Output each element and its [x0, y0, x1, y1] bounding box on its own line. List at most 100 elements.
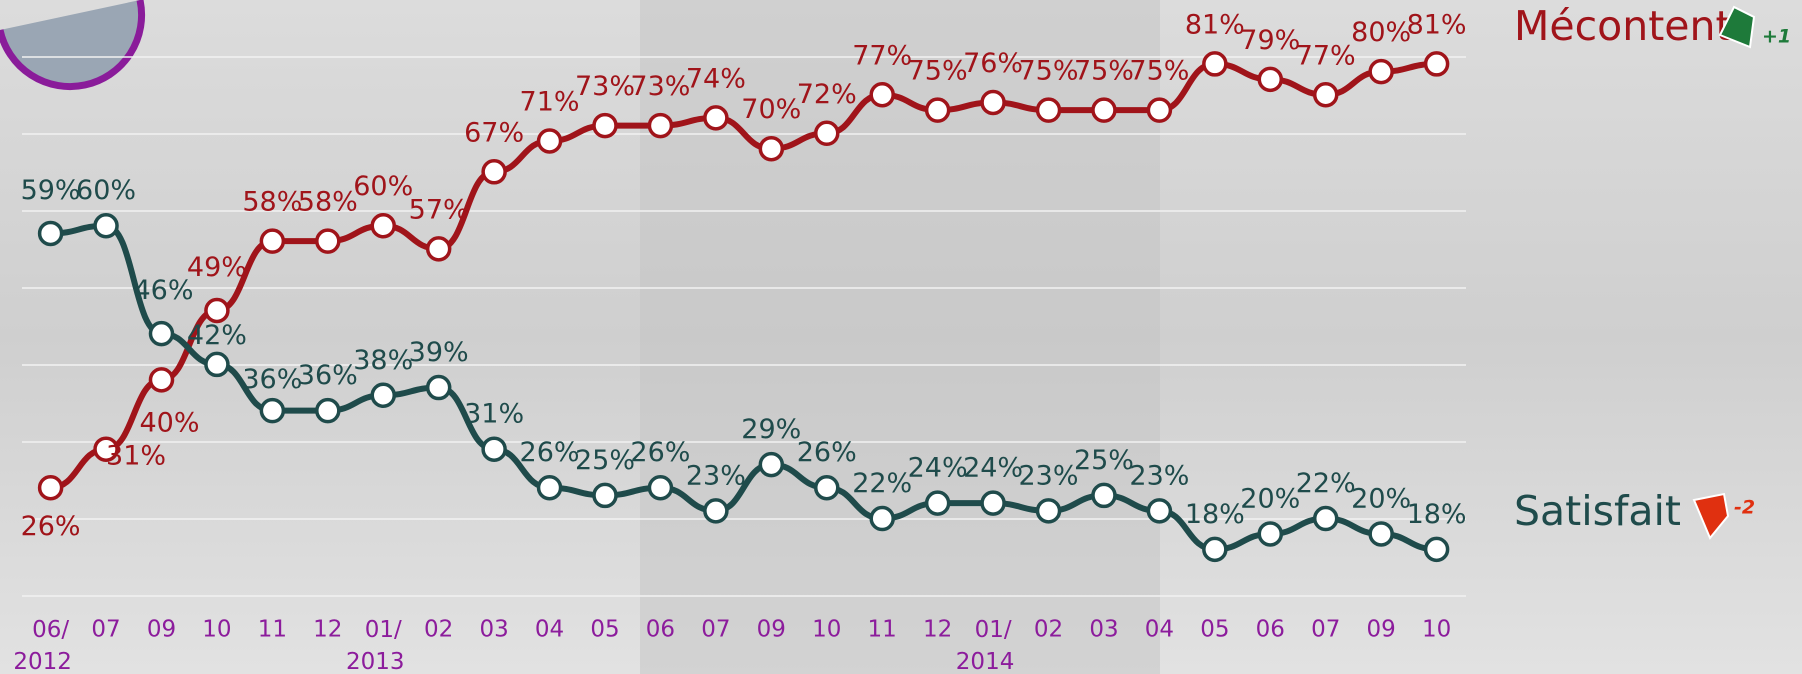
value-label: 36%: [242, 364, 302, 395]
value-label: 42%: [187, 320, 247, 351]
value-label: 24%: [963, 453, 1023, 484]
x-tick-label: 11: [258, 617, 287, 643]
value-label: 25%: [575, 445, 635, 476]
value-label: 72%: [797, 79, 857, 110]
value-label: 81%: [1407, 9, 1467, 40]
x-tick-label: 11: [868, 617, 897, 643]
point: [871, 84, 893, 106]
value-label: 36%: [298, 360, 358, 391]
x-tick-label: 09: [147, 617, 176, 643]
point: [649, 477, 671, 499]
point: [816, 477, 838, 499]
point: [483, 161, 505, 183]
value-label: 77%: [1296, 40, 1356, 71]
x-tick-label: 12: [313, 617, 342, 643]
point: [40, 477, 62, 499]
point: [150, 323, 172, 345]
x-tick-label: 03: [479, 617, 508, 643]
value-label: 24%: [908, 453, 968, 484]
value-label: 57%: [409, 194, 469, 225]
point: [1370, 61, 1392, 83]
value-label: 73%: [630, 71, 690, 102]
value-label: 39%: [409, 337, 469, 368]
value-label: 40%: [139, 407, 199, 438]
point: [1093, 484, 1115, 506]
value-label: 31%: [106, 441, 166, 472]
point: [1315, 508, 1337, 530]
point: [206, 353, 228, 375]
value-label: 75%: [1074, 56, 1134, 87]
point: [261, 400, 283, 422]
value-label: 67%: [464, 117, 524, 148]
value-label: 81%: [1185, 9, 1245, 40]
point: [705, 500, 727, 522]
point: [428, 377, 450, 399]
point: [1426, 538, 1448, 560]
x-tick-label: 04: [535, 617, 564, 643]
point: [1093, 99, 1115, 121]
legend-label: Satisfait: [1514, 487, 1681, 535]
trend-change: +1: [1762, 26, 1791, 48]
x-tick-label: 07: [1311, 617, 1340, 643]
value-label: 60%: [353, 171, 413, 202]
point: [1426, 53, 1448, 75]
point: [1038, 500, 1060, 522]
value-label: 75%: [1129, 56, 1189, 87]
point: [760, 138, 782, 160]
x-tick-label: 10: [202, 617, 231, 643]
x-tick-label: 07: [91, 617, 120, 643]
x-tick-label: 02: [424, 617, 453, 643]
value-label: 38%: [353, 345, 413, 376]
value-label: 71%: [520, 86, 580, 117]
point: [150, 369, 172, 391]
value-label: 18%: [1185, 499, 1245, 530]
value-label: 58%: [298, 187, 358, 218]
point: [40, 222, 62, 244]
value-label: 22%: [852, 468, 912, 499]
x-tick-label: 10: [1422, 617, 1451, 643]
value-label: 80%: [1351, 17, 1411, 48]
x-tick-label: 06: [646, 617, 675, 643]
value-label: 20%: [1240, 483, 1300, 514]
value-label: 26%: [21, 511, 81, 542]
point: [1315, 84, 1337, 106]
point: [927, 99, 949, 121]
point: [1148, 99, 1170, 121]
point: [816, 122, 838, 144]
value-label: 70%: [741, 94, 801, 125]
value-label: 31%: [464, 399, 524, 430]
trend-change: -2: [1734, 497, 1755, 519]
value-label: 75%: [1019, 56, 1079, 87]
point: [705, 107, 727, 129]
point: [428, 238, 450, 260]
point: [372, 215, 394, 237]
point: [594, 484, 616, 506]
point: [1204, 538, 1226, 560]
point: [1204, 53, 1226, 75]
x-tick-label: 09: [1367, 617, 1396, 643]
point: [372, 384, 394, 406]
value-label: 26%: [520, 437, 580, 468]
point: [206, 300, 228, 322]
point: [982, 91, 1004, 113]
value-label: 18%: [1407, 499, 1467, 530]
point: [483, 438, 505, 460]
point: [95, 215, 117, 237]
value-label: 23%: [1129, 460, 1189, 491]
value-label: 23%: [686, 460, 746, 491]
value-label: 59%: [21, 175, 81, 206]
point: [317, 400, 339, 422]
x-tick-label: 07: [701, 617, 730, 643]
value-label: 29%: [741, 414, 801, 445]
value-label: 73%: [575, 71, 635, 102]
legend-label: Mécontent: [1514, 2, 1732, 50]
x-tick-label: 09: [757, 617, 786, 643]
point: [317, 230, 339, 252]
point: [649, 115, 671, 137]
point: [539, 477, 561, 499]
x-tick-label: 12: [923, 617, 952, 643]
value-label: 74%: [686, 63, 746, 94]
value-label: 25%: [1074, 445, 1134, 476]
x-tick-label: 05: [590, 617, 619, 643]
x-tick-label: 10: [812, 617, 841, 643]
